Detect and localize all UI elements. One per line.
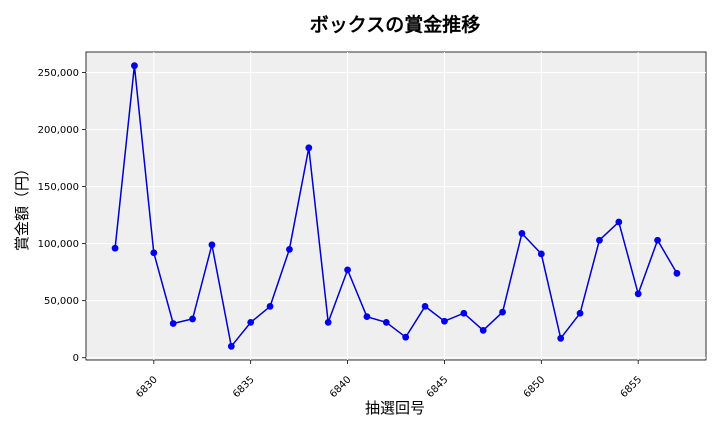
x-tick-label: 6830 (134, 374, 160, 400)
data-point (344, 266, 351, 274)
y-tick-label: 100,000 (38, 239, 79, 250)
grid-lines (86, 52, 706, 360)
data-point (654, 236, 661, 244)
data-point (324, 318, 332, 326)
data-point (382, 318, 390, 326)
y-tick-label: 50,000 (44, 296, 79, 307)
data-point (266, 302, 274, 310)
data-point (615, 218, 623, 226)
y-tick-label: 0 (73, 353, 79, 364)
data-point (247, 318, 255, 326)
x-tick-label: 6850 (522, 374, 548, 400)
data-point (537, 250, 545, 258)
data-point (441, 317, 448, 325)
data-point (169, 320, 177, 327)
x-axis-label: 抽選回号 (365, 399, 425, 417)
x-tick-label: 6840 (328, 374, 354, 400)
data-point (402, 333, 410, 341)
data-point (305, 144, 313, 152)
data-point (499, 308, 506, 316)
data-point (150, 249, 158, 257)
y-axis-ticks: 0 50,000 100,000 150,000 200,000 250,000 (38, 68, 86, 364)
y-tick-label: 150,000 (38, 182, 79, 193)
y-tick-label: 200,000 (38, 125, 79, 136)
data-point (460, 309, 468, 317)
x-axis-ticks: 6830 6835 6840 6845 6850 6855 (134, 360, 644, 400)
series-line (114, 65, 678, 349)
data-point (557, 334, 565, 342)
data-points (111, 62, 681, 350)
y-axis-label: 賞金額（円） (13, 161, 31, 251)
data-point (421, 302, 429, 310)
data-point (576, 309, 584, 317)
data-point (479, 326, 487, 334)
x-tick-label: 6845 (425, 374, 451, 400)
data-point (363, 313, 371, 321)
data-point (189, 315, 196, 323)
x-tick-label: 6855 (619, 374, 645, 400)
data-point (111, 244, 119, 252)
data-point (596, 236, 603, 244)
x-tick-label: 6835 (231, 374, 257, 400)
data-point (634, 290, 642, 298)
chart-title: ボックスの賞金推移 (310, 13, 480, 36)
data-point (673, 269, 681, 277)
data-point (208, 241, 216, 249)
data-point (518, 229, 526, 237)
data-point (286, 245, 293, 253)
y-tick-label: 250,000 (38, 68, 79, 79)
data-point (131, 62, 138, 70)
plot-area (85, 51, 707, 361)
data-point (227, 342, 235, 350)
